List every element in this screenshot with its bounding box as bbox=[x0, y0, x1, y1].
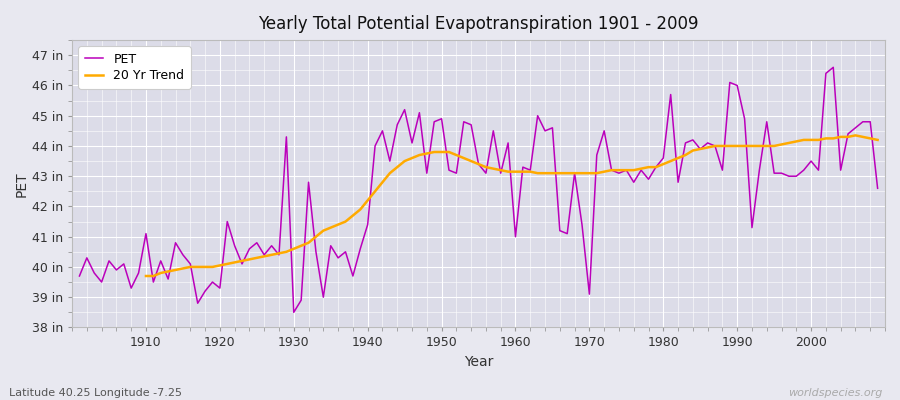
PET bbox=[288, 310, 299, 315]
PET bbox=[74, 274, 85, 278]
20 Yr Trend bbox=[850, 133, 860, 138]
20 Yr Trend bbox=[281, 250, 292, 254]
20 Yr Trend bbox=[872, 138, 883, 142]
Title: Yearly Total Potential Evapotranspiration 1901 - 2009: Yearly Total Potential Evapotranspiratio… bbox=[258, 15, 698, 33]
Line: 20 Yr Trend: 20 Yr Trend bbox=[146, 135, 878, 276]
Y-axis label: PET: PET bbox=[15, 171, 29, 196]
Legend: PET, 20 Yr Trend: PET, 20 Yr Trend bbox=[78, 46, 191, 89]
PET bbox=[510, 234, 521, 239]
PET bbox=[133, 270, 144, 275]
PET bbox=[607, 168, 617, 172]
X-axis label: Year: Year bbox=[464, 355, 493, 369]
PET bbox=[518, 165, 528, 170]
PET bbox=[872, 186, 883, 191]
PET bbox=[303, 180, 314, 185]
20 Yr Trend bbox=[518, 169, 528, 174]
Text: Latitude 40.25 Longitude -7.25: Latitude 40.25 Longitude -7.25 bbox=[9, 388, 182, 398]
20 Yr Trend bbox=[835, 134, 846, 139]
PET bbox=[828, 65, 839, 70]
20 Yr Trend bbox=[577, 171, 588, 176]
20 Yr Trend bbox=[813, 138, 824, 142]
20 Yr Trend bbox=[310, 234, 321, 239]
20 Yr Trend bbox=[140, 274, 151, 278]
Text: worldspecies.org: worldspecies.org bbox=[788, 388, 882, 398]
PET bbox=[347, 274, 358, 278]
Line: PET: PET bbox=[79, 67, 878, 312]
